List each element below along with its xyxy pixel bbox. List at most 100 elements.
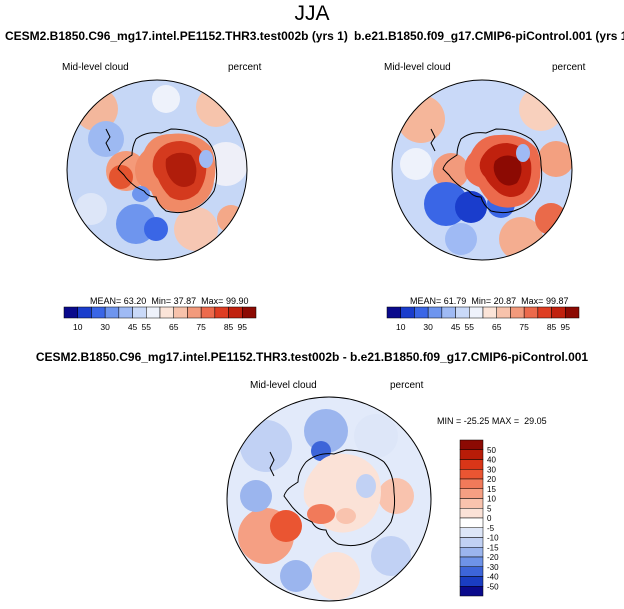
panel2-field-patch	[535, 203, 567, 235]
panel1-title: CESM2.B1850.C96_mg17.intel.PE1152.THR3.t…	[5, 29, 348, 43]
panel3-units-label: percent	[390, 380, 424, 391]
colorbar-tick-label: 0	[487, 514, 492, 523]
colorbar-tick-label: 65	[492, 322, 502, 332]
colorbar-tick-label: -40	[487, 573, 499, 582]
colorbar-tick-label: 65	[169, 322, 179, 332]
panel1-coastline	[117, 128, 218, 214]
colorbar-tick-label: 95	[238, 322, 248, 332]
colorbar-tick-label: -50	[487, 582, 499, 591]
colorbar-swatch	[459, 469, 484, 480]
colorbar-swatch	[118, 306, 133, 319]
panel3-stats: MIN = -25.25 MAX = 29.05	[437, 416, 547, 426]
colorbar-swatch	[91, 306, 106, 319]
panel3-field-patch	[280, 560, 312, 592]
colorbar-tick-label: 30	[487, 465, 496, 474]
panel2-field-patch	[397, 95, 445, 143]
colorbar-swatch	[459, 508, 484, 519]
colorbar-swatch	[146, 306, 161, 319]
colorbar-swatch	[459, 556, 484, 567]
colorbar-swatch	[132, 306, 147, 319]
panel3-field-patch	[240, 480, 272, 512]
colorbar-tick-label: 75	[196, 322, 206, 332]
panel3-field-patch	[307, 504, 335, 524]
panel2-field-patch	[400, 148, 432, 180]
colorbar-swatch	[459, 537, 484, 548]
colorbar-tick-label: -20	[487, 553, 499, 562]
panel1-variable-label: Mid-level cloud	[62, 62, 129, 73]
colorbar-swatch	[187, 306, 202, 319]
colorbar-swatch	[459, 547, 484, 558]
panel3-field-patch	[378, 478, 414, 514]
colorbar-swatch	[63, 306, 78, 319]
colorbar-swatch	[173, 306, 188, 319]
colorbar-tick-label: 75	[519, 322, 529, 332]
panel2-units-label: percent	[552, 62, 586, 73]
panel2-field-patch	[455, 191, 487, 223]
colorbar-swatch	[228, 306, 243, 319]
colorbar-swatch	[414, 306, 429, 319]
colorbar-swatch	[565, 306, 580, 319]
colorbar-swatch	[459, 488, 484, 499]
panel2-colorbar: 10 30 45 55 65 75 85 95	[386, 306, 580, 332]
colorbar-swatch	[459, 478, 484, 489]
colorbar-swatch	[214, 306, 229, 319]
panel3-coastline	[283, 449, 396, 547]
panel1-field-patch	[144, 217, 168, 241]
colorbar-swatch	[242, 306, 257, 319]
panel2-title: b.e21.B1850.f09_g17.CMIP6-piControl.001 …	[354, 29, 624, 43]
colorbar-swatch	[482, 306, 497, 319]
colorbar-tick-label: 95	[561, 322, 571, 332]
panel2-variable-label: Mid-level cloud	[384, 62, 451, 73]
colorbar-swatch	[200, 306, 216, 319]
panel1-colorbar: 10 30 45 55 65 75 85 95	[63, 306, 257, 332]
colorbar-swatch	[455, 306, 470, 319]
colorbar-swatch	[459, 498, 484, 509]
colorbar-tick-label: 55	[465, 322, 475, 332]
colorbar-tick-label: -30	[487, 563, 499, 572]
panel3-field-patch	[354, 414, 398, 458]
colorbar-swatch	[441, 306, 456, 319]
colorbar-tick-label: 10	[487, 495, 496, 504]
panel1-field-patch	[132, 186, 150, 202]
colorbar-swatch	[510, 306, 525, 319]
panel3-title: CESM2.B1850.C96_mg17.intel.PE1152.THR3.t…	[35, 350, 589, 364]
panel1-field-patch	[199, 150, 213, 168]
colorbar-swatch	[551, 306, 566, 319]
colorbar-swatch	[459, 527, 484, 538]
colorbar-tick-label: 45	[128, 322, 138, 332]
colorbar-swatch	[459, 576, 484, 587]
panel3-field-patch	[356, 474, 376, 498]
panel2-field-patch	[538, 141, 572, 177]
colorbar-tick-label: 30	[100, 322, 110, 332]
panel1-polar-map	[66, 79, 248, 261]
panel1-field-patch	[174, 207, 218, 251]
panel3-field-patch	[304, 409, 348, 453]
panel3-field-patch	[336, 508, 356, 524]
panel2-field-patch	[445, 223, 477, 255]
panel1-antarctica-field	[165, 152, 197, 187]
colorbar-swatch	[459, 566, 484, 577]
panel3-variable-label: Mid-level cloud	[250, 380, 317, 391]
panel1-field-patch	[152, 85, 180, 113]
panel1-field-patch	[217, 205, 245, 233]
colorbar-tick-label: -15	[487, 543, 499, 552]
colorbar-swatch	[459, 517, 484, 528]
panel1-units-label: percent	[228, 62, 262, 73]
colorbar-swatch	[496, 306, 511, 319]
panel2-stats: MEAN= 61.79 Min= 20.87 Max= 99.87	[410, 296, 569, 306]
colorbar-swatch	[104, 306, 120, 319]
colorbar-swatch	[427, 306, 443, 319]
panel2-field-patch	[516, 144, 530, 162]
colorbar-swatch	[77, 306, 92, 319]
colorbar-tick-label: 5	[487, 504, 492, 513]
colorbar-tick-label: 40	[487, 456, 496, 465]
colorbar-swatch	[459, 586, 484, 597]
colorbar-tick-label: 45	[451, 322, 461, 332]
panel2-polar-map	[391, 79, 573, 261]
colorbar-tick-label: 55	[142, 322, 152, 332]
panel3-field-patch	[270, 510, 302, 542]
panel1-stats: MEAN= 63.20 Min= 37.87 Max= 99.90	[90, 296, 249, 306]
panel2-antarctica-field	[493, 155, 522, 186]
panel2-field-patch	[433, 153, 469, 189]
